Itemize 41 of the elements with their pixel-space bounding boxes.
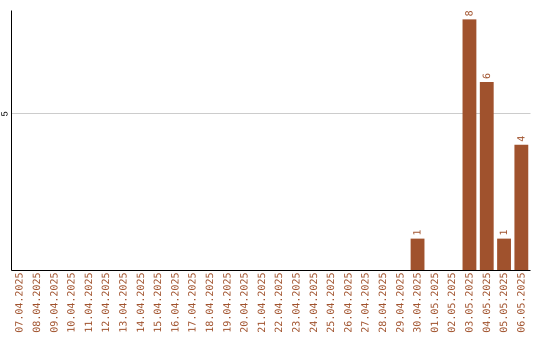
x-tick-label: 02.05.2025 — [447, 272, 458, 333]
x-tick-label: 15.04.2025 — [153, 272, 164, 333]
x-tick-label: 20.04.2025 — [240, 272, 251, 333]
x-tick-label: 06.05.2025 — [516, 272, 528, 333]
x-tick-label: 23.04.2025 — [291, 272, 302, 333]
x-tick-label: 05.05.2025 — [499, 272, 510, 333]
bar — [497, 238, 511, 270]
x-tick-label: 14.04.2025 — [136, 272, 147, 333]
data-label: 8 — [464, 10, 476, 16]
x-tick-label: 24.04.2025 — [308, 272, 320, 333]
x-tick-label: 09.04.2025 — [49, 272, 60, 333]
x-tick-label: 17.04.2025 — [188, 272, 199, 333]
data-label: 6 — [482, 73, 493, 80]
x-tick-label: 25.04.2025 — [326, 272, 338, 333]
x-tick-label: 22.04.2025 — [274, 272, 286, 333]
data-label: 1 — [412, 230, 424, 236]
x-tick-label: 03.05.2025 — [464, 272, 476, 333]
x-tick-label: 01.05.2025 — [430, 272, 441, 333]
bar — [514, 144, 528, 270]
x-tick-label: 21.04.2025 — [256, 272, 268, 333]
x-tick-label: 29.04.2025 — [395, 272, 406, 333]
x-tick-label: 27.04.2025 — [360, 272, 372, 333]
x-tick-label: 19.04.2025 — [222, 272, 234, 333]
bar — [410, 238, 424, 270]
x-tick-label: 18.04.2025 — [204, 272, 216, 333]
x-tick-label: 28.04.2025 — [378, 272, 389, 333]
x-tick-label: 04.05.2025 — [482, 272, 493, 333]
x-tick-label: 07.04.2025 — [14, 272, 26, 333]
bar — [480, 82, 494, 270]
x-tick-label: 30.04.2025 — [412, 272, 424, 333]
x-tick-label: 16.04.2025 — [170, 272, 182, 333]
y-tick-label: 5 — [0, 111, 10, 116]
bar — [462, 19, 476, 270]
data-label: 4 — [516, 136, 528, 142]
x-tick-label: 08.04.2025 — [32, 272, 43, 333]
x-tick-label: 10.04.2025 — [66, 272, 78, 333]
x-tick-label: 12.04.2025 — [101, 272, 112, 333]
x-tick-label: 11.04.2025 — [84, 272, 95, 333]
data-label: 1 — [499, 230, 510, 236]
x-tick-label: 13.04.2025 — [118, 272, 130, 333]
x-tick-label: 26.04.2025 — [343, 272, 354, 333]
